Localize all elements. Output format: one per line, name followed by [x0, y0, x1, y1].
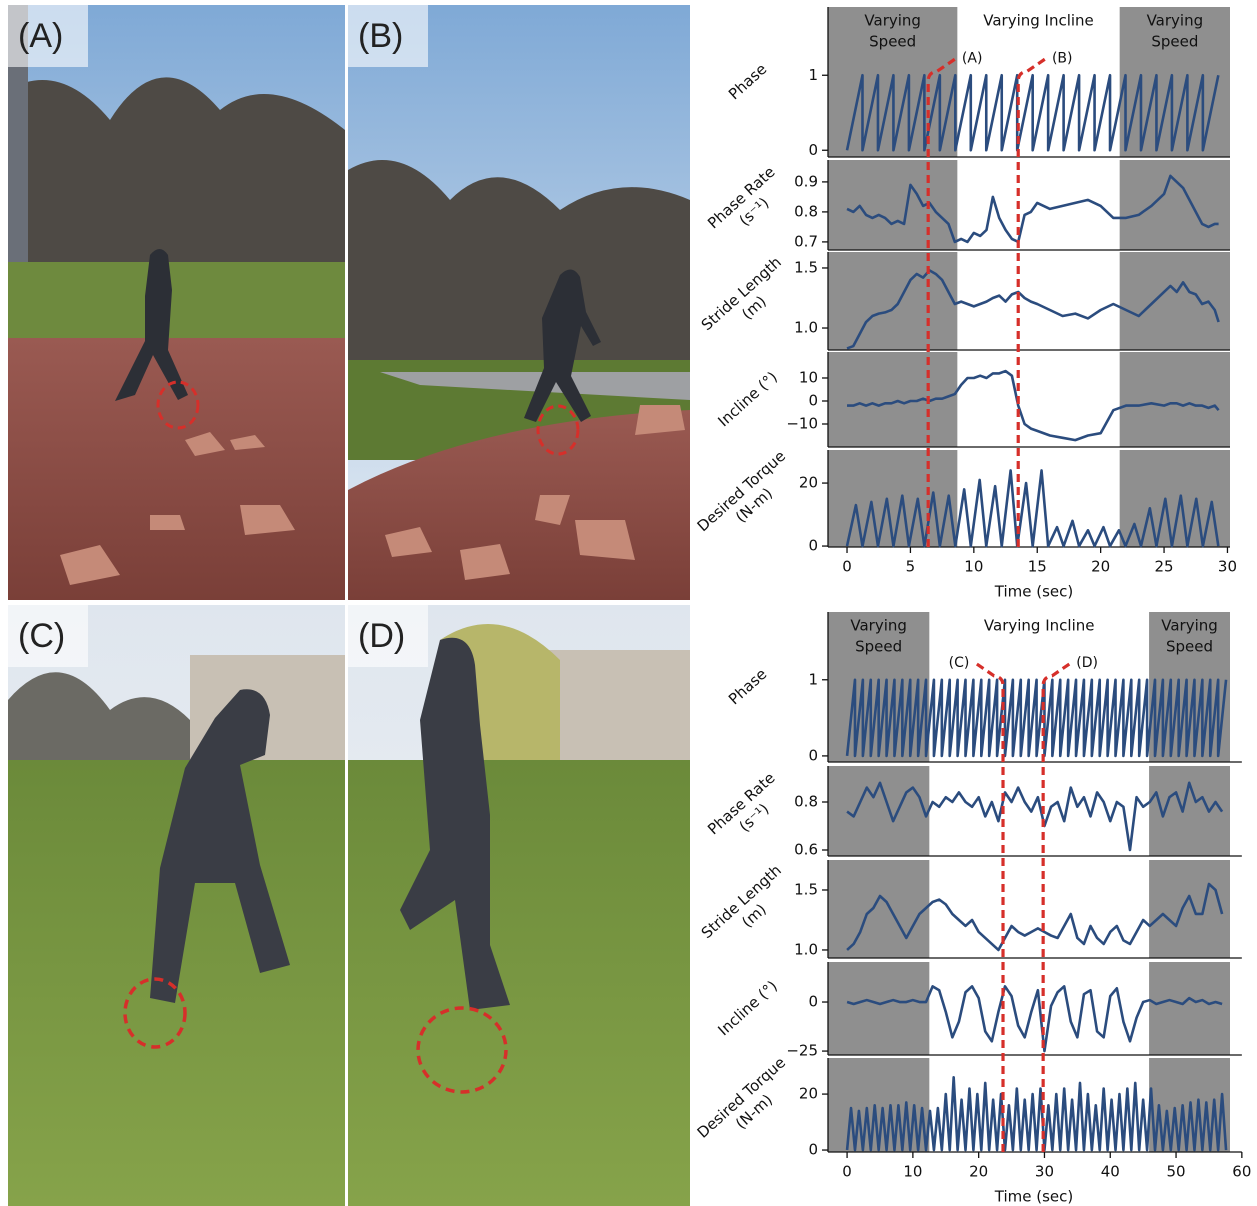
shaded-region: [1120, 160, 1230, 250]
x-tick-label: 0: [842, 558, 852, 576]
y-tick-label: 10: [799, 368, 818, 386]
figure: (A) (B) (C) (D) 0 1 Phase Varying Speed Varyi…: [0, 0, 1257, 1206]
y-label: Incline (°): [714, 368, 780, 430]
shaded-region: [1120, 352, 1230, 447]
y-tick-label: 0: [808, 391, 818, 409]
y-tick-label: 1.5: [794, 880, 818, 898]
photo-label: (D): [358, 617, 405, 655]
y-label: Desired Torque(N-m): [694, 447, 802, 549]
region-label: Varying: [864, 12, 921, 30]
y-label-line: Stride Length: [698, 253, 785, 334]
y-label: Phase Rate(s⁻¹): [704, 163, 791, 247]
y-label: Incline (°): [714, 977, 780, 1039]
photo-label: (B): [358, 17, 403, 55]
y-tick-label: 0.9: [794, 172, 818, 190]
x-axis-label: Time (sec): [994, 1188, 1073, 1206]
y-label: Phase: [725, 665, 770, 708]
y-tick-label: 0.7: [794, 232, 818, 250]
shaded-region: [828, 766, 929, 856]
x-tick-label: 30: [1218, 558, 1237, 576]
photo-label: (A): [18, 17, 63, 55]
x-tick-label: 50: [1167, 1163, 1186, 1181]
x-tick-label: 40: [1101, 1163, 1120, 1181]
x-axis-label: Time (sec): [994, 583, 1073, 601]
x-tick-label: 30: [1035, 1163, 1054, 1181]
x-tick-label: 0: [842, 1163, 852, 1181]
grass: [348, 760, 690, 1206]
region-label: Speed: [1166, 638, 1213, 656]
y-tick-label: 0.8: [794, 793, 818, 811]
x-tick-label: 10: [903, 1163, 922, 1181]
y-label-line: Incline (°): [714, 977, 780, 1039]
y-label: Phase Rate(s⁻¹): [704, 769, 791, 853]
photo-label: (C): [18, 617, 65, 655]
shaded-region: [828, 860, 929, 958]
y-tick-label: −10: [786, 414, 818, 432]
shaded-region: [1149, 962, 1230, 1055]
y-tick-label: 0: [808, 746, 818, 764]
x-tick-label: 5: [906, 558, 916, 576]
trees: [8, 77, 345, 290]
y-tick-label: 0: [808, 993, 818, 1011]
y-tick-label: 0: [808, 1141, 818, 1159]
region-label: Speed: [869, 33, 916, 51]
region-label: Speed: [855, 638, 902, 656]
shaded-region: [828, 160, 957, 250]
region-label: Varying Incline: [983, 12, 1094, 30]
y-tick-label: 1.0: [794, 319, 818, 337]
y-label-line: Phase: [725, 665, 770, 708]
photo-c: [8, 605, 345, 1206]
shaded-region: [1149, 860, 1230, 958]
y-tick-label: 1.0: [794, 940, 818, 958]
region-label: Varying: [1147, 12, 1204, 30]
x-tick-label: 25: [1155, 558, 1174, 576]
y-label: Stride Length(m): [698, 253, 798, 348]
y-tick-label: 0: [808, 537, 818, 555]
y-label-line: Phase: [725, 60, 770, 103]
marker-label: (B): [1052, 50, 1073, 66]
page: {"photos":[{"label":"(A)"},{"label":"(B)…: [0, 0, 1257, 1206]
region-label: Varying: [850, 617, 907, 635]
x-tick-label: 60: [1232, 1163, 1251, 1181]
y-label-line: Stride Length: [698, 861, 785, 942]
x-tick-label: 10: [964, 558, 983, 576]
shaded-region: [1120, 252, 1230, 350]
y-tick-label: 0.8: [794, 202, 818, 220]
x-tick-label: 20: [1091, 558, 1110, 576]
y-label-line: Incline (°): [714, 368, 780, 430]
y-label: Desired Torque(N-m): [694, 1053, 802, 1155]
y-tick-label: 1: [808, 670, 818, 688]
region-label: Varying: [1161, 617, 1218, 635]
photo-d: [348, 605, 690, 1206]
marker-label: (A): [962, 50, 983, 66]
shaded-region: [828, 962, 929, 1055]
shaded-region: [828, 252, 957, 350]
y-tick-label: 20: [799, 474, 818, 492]
region-label: Speed: [1151, 33, 1198, 51]
photo-b: [348, 5, 690, 600]
y-tick-label: 0: [808, 141, 818, 159]
y-tick-label: 1.5: [794, 258, 818, 276]
region-label: Varying Incline: [984, 617, 1095, 635]
grass: [8, 262, 345, 342]
y-label: Phase: [725, 60, 770, 103]
y-tick-label: 20: [799, 1085, 818, 1103]
marker-label: (D): [1076, 655, 1098, 671]
marker-label: (C): [949, 655, 970, 671]
x-tick-label: 15: [1028, 558, 1047, 576]
x-tick-label: 20: [969, 1163, 988, 1181]
photo-a: [8, 5, 345, 600]
y-tick-label: 1: [808, 66, 818, 84]
y-tick-label: 0.6: [794, 841, 818, 859]
y-tick-label: −25: [786, 1042, 818, 1060]
y-label: Stride Length(m): [698, 861, 798, 956]
